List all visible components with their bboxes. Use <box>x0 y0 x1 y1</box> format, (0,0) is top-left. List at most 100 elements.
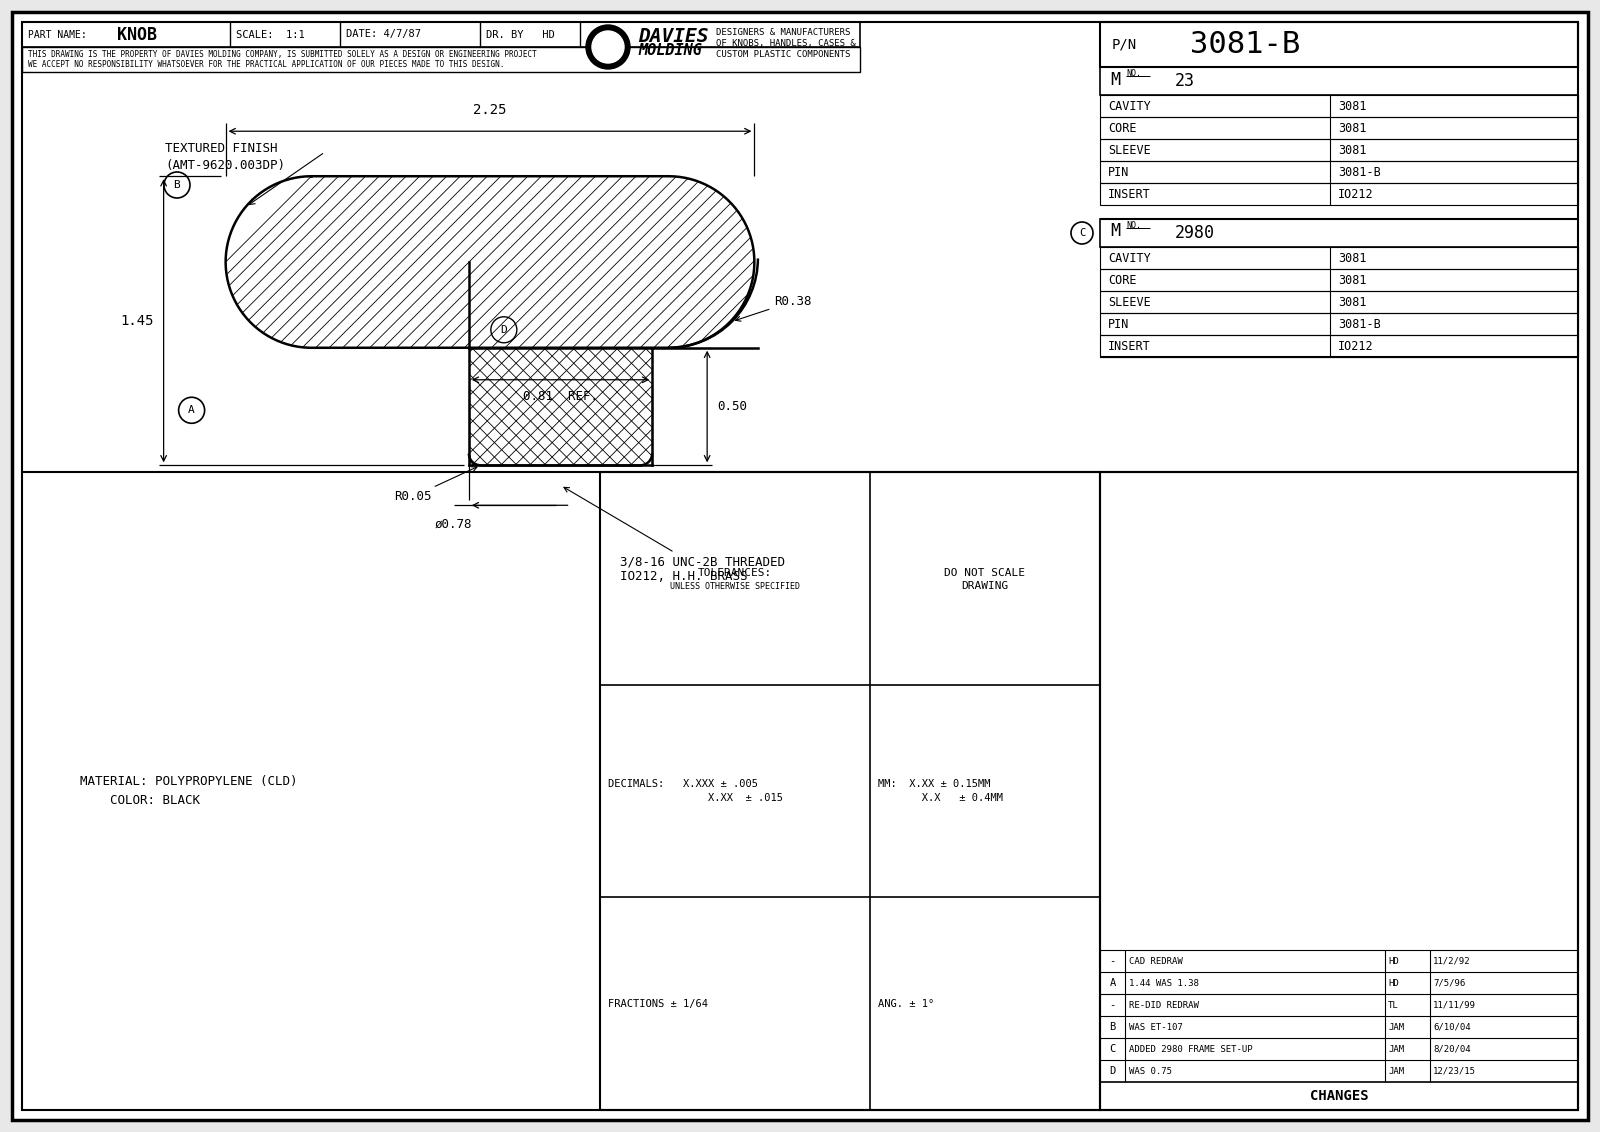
Bar <box>1101 22 1578 67</box>
Text: SCALE:  1:1: SCALE: 1:1 <box>237 29 304 40</box>
Text: 3/8-16 UNC-2B THREADED
IO212, H.H. BRASS: 3/8-16 UNC-2B THREADED IO212, H.H. BRASS <box>563 487 786 583</box>
Text: 3081: 3081 <box>1338 251 1366 265</box>
Text: 1.44 WAS 1.38: 1.44 WAS 1.38 <box>1130 978 1198 987</box>
Text: ø0.78: ø0.78 <box>435 517 472 530</box>
Text: HD: HD <box>1389 978 1398 987</box>
Text: CAVITY: CAVITY <box>1107 100 1150 112</box>
Text: JAM: JAM <box>1389 1066 1405 1075</box>
Text: DRAWING: DRAWING <box>962 582 1008 591</box>
Bar <box>1101 472 1578 1110</box>
Text: 7/5/96: 7/5/96 <box>1434 978 1466 987</box>
Bar <box>1101 314 1578 335</box>
Text: 3081-B: 3081-B <box>1338 317 1381 331</box>
Text: UNLESS OTHERWISE SPECIFIED: UNLESS OTHERWISE SPECIFIED <box>670 582 800 591</box>
Text: CORE: CORE <box>1107 274 1136 286</box>
Text: RE-DID REDRAW: RE-DID REDRAW <box>1130 1001 1198 1010</box>
Bar <box>1101 139 1578 161</box>
Text: B: B <box>1109 1022 1115 1032</box>
Text: CAVITY: CAVITY <box>1107 251 1150 265</box>
Polygon shape <box>226 177 754 348</box>
Text: 23: 23 <box>1174 72 1195 91</box>
Text: 11/2/92: 11/2/92 <box>1434 957 1470 966</box>
Text: CUSTOM PLASTIC COMPONENTS: CUSTOM PLASTIC COMPONENTS <box>717 50 850 59</box>
Bar <box>1101 183 1578 205</box>
Text: MM:  X.XX ± 0.15MM: MM: X.XX ± 0.15MM <box>878 779 990 789</box>
Text: HD: HD <box>1389 957 1398 966</box>
Text: 0.50: 0.50 <box>717 400 747 413</box>
Text: D: D <box>1109 1066 1115 1077</box>
Text: DO NOT SCALE: DO NOT SCALE <box>944 568 1026 578</box>
Bar <box>1101 218 1578 247</box>
Text: KNOB: KNOB <box>117 26 157 43</box>
Text: FRACTIONS ± 1/64: FRACTIONS ± 1/64 <box>608 998 707 1009</box>
Bar <box>22 22 861 48</box>
Text: -: - <box>1109 1000 1115 1010</box>
Text: PIN: PIN <box>1107 317 1130 331</box>
Text: 3081: 3081 <box>1338 295 1366 309</box>
Text: 0.81  REF.: 0.81 REF. <box>523 389 598 403</box>
Text: SLEEVE: SLEEVE <box>1107 295 1150 309</box>
Text: TL: TL <box>1389 1001 1398 1010</box>
Text: IO212: IO212 <box>1338 340 1374 352</box>
Text: JAM: JAM <box>1389 1045 1405 1054</box>
Text: 12/23/15: 12/23/15 <box>1434 1066 1475 1075</box>
Text: 3081-B: 3081-B <box>1338 165 1381 179</box>
Text: D: D <box>501 325 507 335</box>
Text: DR. BY   HD: DR. BY HD <box>486 29 555 40</box>
Text: (AMT-9620.003DP): (AMT-9620.003DP) <box>165 158 285 172</box>
Text: SLEEVE: SLEEVE <box>1107 144 1150 156</box>
Text: TOLERANCES:: TOLERANCES: <box>698 568 773 578</box>
Text: DESIGNERS & MANUFACTURERS: DESIGNERS & MANUFACTURERS <box>717 28 850 37</box>
Text: PIN: PIN <box>1107 165 1130 179</box>
Text: ANG. ± 1°: ANG. ± 1° <box>878 998 934 1009</box>
Text: 6/10/04: 6/10/04 <box>1434 1022 1470 1031</box>
Text: TEXTURED FINISH: TEXTURED FINISH <box>165 143 277 155</box>
Circle shape <box>586 25 630 69</box>
Bar <box>1101 247 1578 269</box>
Text: -: - <box>1109 957 1115 966</box>
Text: 3081: 3081 <box>1338 100 1366 112</box>
Text: 11/11/99: 11/11/99 <box>1434 1001 1475 1010</box>
Text: IO212: IO212 <box>1338 188 1374 200</box>
Text: M: M <box>605 48 611 57</box>
Text: PART NAME:: PART NAME: <box>29 29 86 40</box>
Bar <box>22 48 861 72</box>
Text: WAS 0.75: WAS 0.75 <box>1130 1066 1171 1075</box>
Text: 3081-B: 3081-B <box>1190 31 1301 59</box>
Polygon shape <box>469 348 653 465</box>
Bar <box>1101 291 1578 314</box>
Text: CAD REDRAW: CAD REDRAW <box>1130 957 1182 966</box>
Text: A: A <box>189 405 195 415</box>
Text: NO.: NO. <box>1126 222 1141 231</box>
Text: A: A <box>1109 978 1115 988</box>
Text: MATERIAL: POLYPROPYLENE (CLD): MATERIAL: POLYPROPYLENE (CLD) <box>80 774 298 788</box>
Text: OF KNOBS, HANDLES, CASES &: OF KNOBS, HANDLES, CASES & <box>717 38 856 48</box>
Text: MOLDING: MOLDING <box>638 43 702 58</box>
Text: CHANGES: CHANGES <box>1310 1089 1368 1103</box>
Text: CORE: CORE <box>1107 121 1136 135</box>
Text: INSERT: INSERT <box>1107 188 1150 200</box>
Text: INSERT: INSERT <box>1107 340 1150 352</box>
Bar <box>1101 335 1578 357</box>
Circle shape <box>592 31 624 63</box>
Text: 3081: 3081 <box>1338 121 1366 135</box>
Text: COLOR: BLACK: COLOR: BLACK <box>80 795 200 807</box>
Bar <box>1101 95 1578 117</box>
Text: 3081: 3081 <box>1338 144 1366 156</box>
Text: JAM: JAM <box>1389 1022 1405 1031</box>
Bar <box>1101 269 1578 291</box>
Bar <box>1101 117 1578 139</box>
Text: 1.45: 1.45 <box>120 314 154 328</box>
Text: DECIMALS:   X.XXX ± .005: DECIMALS: X.XXX ± .005 <box>608 779 758 789</box>
Text: DAVIES: DAVIES <box>638 27 709 46</box>
Text: DATE: 4/7/87: DATE: 4/7/87 <box>346 29 421 40</box>
Bar <box>1101 67 1578 95</box>
Text: P/N: P/N <box>1112 37 1138 51</box>
Text: NO.: NO. <box>1126 69 1141 78</box>
Text: C: C <box>1109 1044 1115 1054</box>
Text: M: M <box>1110 222 1120 240</box>
Text: 2.25: 2.25 <box>474 103 507 118</box>
Text: X.XX  ± .015: X.XX ± .015 <box>608 794 782 803</box>
Bar <box>600 472 1101 1110</box>
Text: M: M <box>1110 71 1120 89</box>
